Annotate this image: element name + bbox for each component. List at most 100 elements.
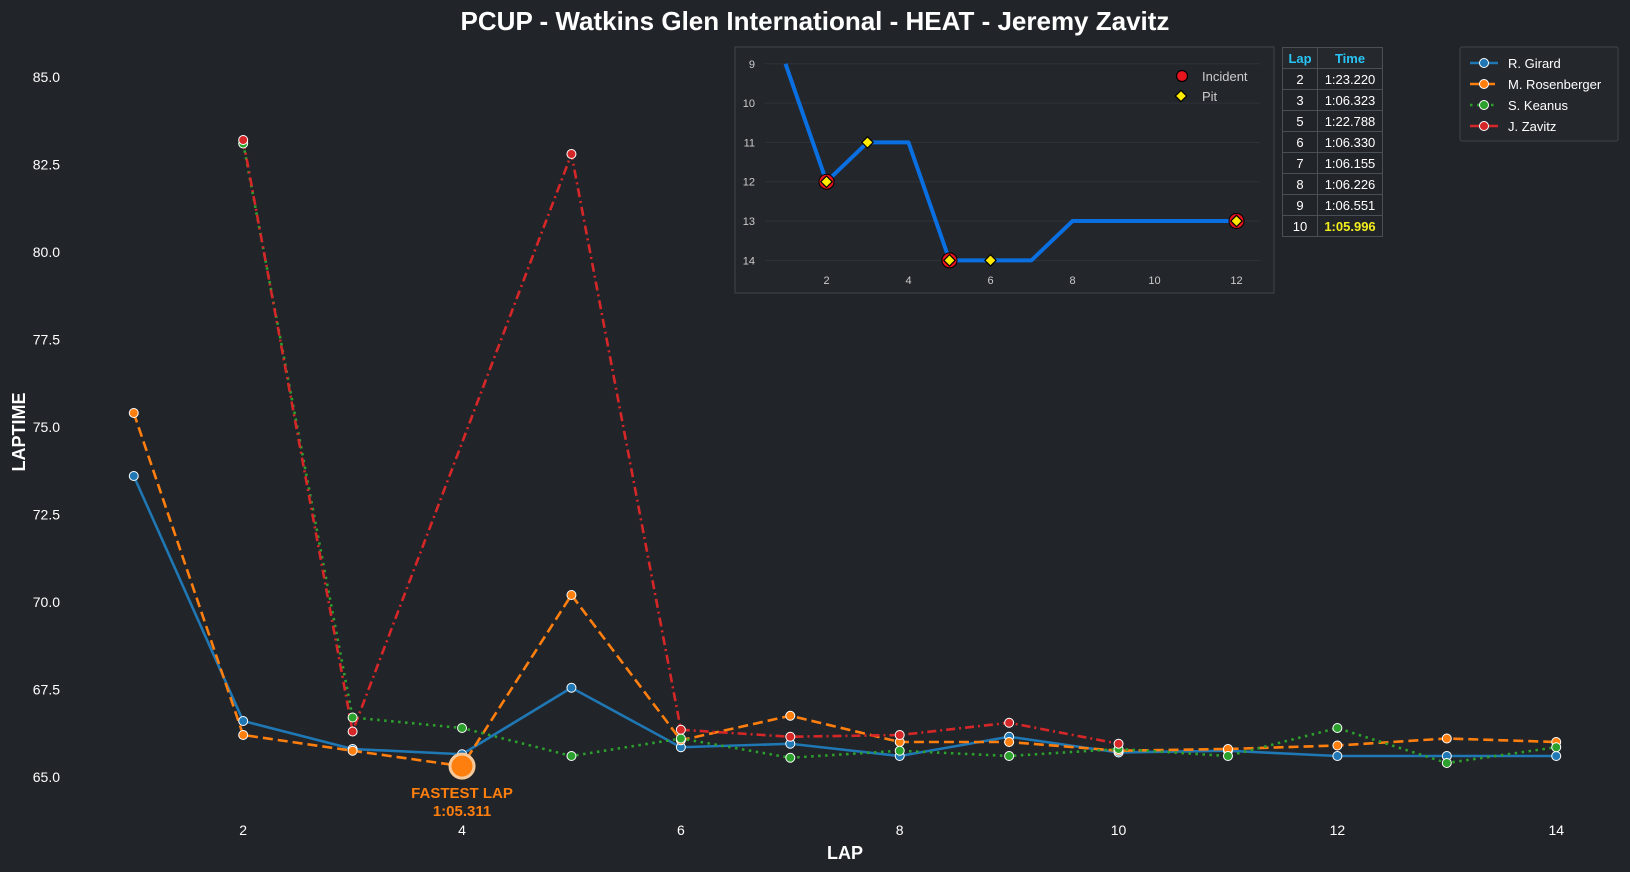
table-row: 3 1:06.323 (1282, 89, 1383, 111)
fastest-lap-label: FASTEST LAP (411, 785, 513, 802)
x-tick-label: 14 (1548, 822, 1564, 838)
series-point (238, 730, 249, 740)
pit-marker (860, 135, 875, 149)
series-line-0 (132, 475, 1557, 758)
series-point (347, 712, 358, 723)
series-point (1222, 751, 1233, 761)
y-tick-label: 85.0 (33, 69, 60, 85)
lap-time-cell: 1:06.226 (1317, 173, 1383, 195)
series-point (675, 724, 686, 735)
y-tick-label: 77.5 (33, 332, 60, 348)
table-row: 7 1:06.155 (1282, 152, 1383, 174)
series-point (238, 135, 249, 145)
series-line-1 (132, 412, 1557, 768)
series-point (457, 723, 468, 733)
inset-x-tick-label: 8 (1069, 275, 1075, 287)
inset-position-line-path (783, 63, 1237, 263)
table-row: 6 1:06.330 (1282, 131, 1383, 153)
table-row: 9 1:06.551 (1282, 194, 1383, 216)
y-tick-label: 65.0 (33, 769, 60, 785)
series-point (1441, 733, 1452, 744)
inset-y-tick-label: 11 (744, 137, 755, 149)
inset-y-tick-label: 13 (743, 216, 755, 228)
series-point (347, 726, 358, 737)
series-point (1332, 723, 1343, 733)
x-axis-label: LAP (827, 843, 863, 863)
series-point (1332, 740, 1343, 751)
legend-label: R. Girard (1508, 56, 1561, 71)
y-tick-label: 67.5 (33, 682, 60, 698)
pit-marker (1229, 214, 1244, 228)
series-line-3 (241, 139, 1119, 746)
legend-marker (1479, 121, 1489, 131)
table-header-row: Lap Time (1282, 47, 1383, 69)
y-tick-label: 75.0 (33, 419, 60, 435)
legend-label: J. Zavitz (1508, 119, 1556, 134)
series-point (128, 471, 139, 481)
series-point (894, 745, 905, 756)
pit-marker (819, 175, 834, 189)
series-point (1332, 751, 1343, 761)
series-point (566, 682, 577, 693)
series-point (566, 149, 577, 159)
series-point (1441, 758, 1452, 768)
series-point (785, 710, 796, 721)
table-row: 8 1:06.226 (1282, 173, 1383, 195)
series-legend: R. Girard M. Rosenberger S. Keanus J. Zavit… (1459, 46, 1619, 142)
series-point (566, 751, 577, 761)
legend-marker (1479, 58, 1489, 68)
lap-time-cell: 1:06.551 (1317, 194, 1383, 216)
lap-times-body: 2 1:23.220 3 1:06.323 5 1:22.788 6 1:06.330 7 1:0… (1282, 68, 1383, 237)
series-point (128, 408, 139, 418)
x-tick-label: 10 (1111, 822, 1127, 838)
y-tick-label: 82.5 (33, 157, 60, 173)
position-inset-chart: 9 10 11 12 13 14 2 4 6 8 10 12 Incident Pit (734, 46, 1275, 294)
lap-number-cell: 2 (1282, 68, 1318, 90)
series-point (1113, 738, 1124, 749)
table-row: 10 1:05.996 (1282, 215, 1383, 237)
series-point (1004, 737, 1015, 747)
series-point (894, 730, 905, 740)
y-axis-label: LAPTIME (9, 393, 29, 472)
series-point (1004, 717, 1015, 728)
pit-legend-marker (1174, 89, 1188, 103)
series-point (238, 716, 249, 726)
lap-number-cell: 5 (1282, 110, 1318, 132)
inset-y-tick-label: 9 (749, 59, 755, 71)
series-point (675, 733, 686, 744)
series-point (347, 745, 358, 756)
x-tick-label: 4 (458, 822, 466, 838)
x-tick-label: 8 (896, 822, 904, 838)
incident-legend-label: Incident (1202, 69, 1248, 84)
lap-number-cell: 8 (1282, 173, 1318, 195)
main-markers (128, 135, 1562, 772)
inset-y-tick-label: 14 (743, 255, 755, 267)
inset-ticks: 9 10 11 12 13 14 2 4 6 8 10 12 (743, 59, 1243, 287)
inset-y-tick-label: 10 (743, 98, 755, 110)
inset-x-tick-label: 4 (905, 275, 911, 287)
x-tick-label: 2 (239, 822, 247, 838)
lap-times-table: Lap Time 2 1:23.220 3 1:06.323 5 1:22.788 6 1:0… (1282, 47, 1383, 237)
inset-x-tick-label: 12 (1230, 275, 1242, 287)
x-tick-label: 6 (677, 822, 685, 838)
incident-legend-marker (1175, 69, 1189, 83)
time-column-header: Time (1317, 47, 1383, 69)
legend-marker (1479, 79, 1489, 89)
lap-column-header: Lap (1282, 47, 1318, 69)
lap-time-cell: 1:06.330 (1317, 131, 1383, 153)
inset-legend: Incident Pit (1174, 69, 1248, 104)
lap-time-cell: 1:23.220 (1317, 68, 1383, 90)
lap-number-cell: 9 (1282, 194, 1318, 216)
lap-number-cell: 7 (1282, 152, 1318, 174)
legend-label: M. Rosenberger (1508, 77, 1602, 92)
y-tick-label: 80.0 (33, 244, 60, 260)
chart-title: PCUP - Watkins Glen International - HEAT… (461, 6, 1170, 36)
lap-number-cell: 10 (1282, 215, 1318, 237)
lap-time-cell: 1:05.996 (1317, 215, 1383, 237)
lap-number-cell: 3 (1282, 89, 1318, 111)
pit-marker (983, 253, 998, 267)
inset-y-tick-label: 12 (743, 177, 755, 189)
pit-marker (942, 253, 957, 267)
lap-time-cell: 1:06.155 (1317, 152, 1383, 174)
